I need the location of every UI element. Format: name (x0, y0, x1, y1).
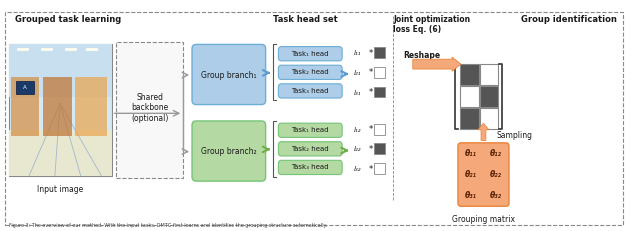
Text: Task₃ head: Task₃ head (292, 88, 329, 94)
Text: l₃₁: l₃₁ (354, 90, 362, 96)
FancyArrow shape (478, 123, 489, 141)
Text: Figure 3: The overview of our method. With the input tasks, DMTG first learns an: Figure 3: The overview of our method. Wi… (8, 223, 326, 228)
Text: Task₁ head: Task₁ head (292, 127, 329, 133)
Text: Reshape: Reshape (403, 51, 440, 60)
FancyBboxPatch shape (116, 42, 183, 178)
FancyBboxPatch shape (374, 124, 385, 135)
FancyBboxPatch shape (192, 44, 266, 105)
FancyBboxPatch shape (278, 65, 342, 79)
Text: 1: 1 (486, 70, 492, 79)
Text: *: * (369, 88, 373, 97)
Text: θ₃₂: θ₃₂ (490, 191, 502, 200)
FancyBboxPatch shape (374, 67, 385, 78)
Text: 0: 0 (486, 92, 492, 101)
Text: l₂₁: l₂₁ (354, 70, 362, 76)
FancyBboxPatch shape (374, 163, 385, 174)
FancyBboxPatch shape (374, 47, 385, 58)
Text: θ₂₁: θ₂₁ (465, 170, 477, 179)
FancyBboxPatch shape (479, 86, 498, 107)
Text: *: * (369, 125, 373, 134)
Text: Group branch₁: Group branch₁ (200, 70, 256, 79)
Text: *: * (369, 49, 373, 58)
Text: Task₂ head: Task₂ head (291, 146, 329, 152)
FancyBboxPatch shape (479, 64, 498, 85)
Text: Grouped task learning: Grouped task learning (15, 15, 122, 24)
Text: Group identification: Group identification (521, 15, 616, 24)
FancyBboxPatch shape (17, 81, 34, 94)
Text: Grouping matrix: Grouping matrix (452, 215, 515, 224)
FancyBboxPatch shape (8, 44, 111, 97)
Text: l₁₁: l₁₁ (354, 50, 362, 56)
FancyBboxPatch shape (278, 142, 342, 156)
Text: Shared
backbone
(optional): Shared backbone (optional) (131, 93, 168, 123)
FancyBboxPatch shape (460, 86, 479, 107)
FancyBboxPatch shape (278, 123, 342, 137)
Text: θ₁₁: θ₁₁ (465, 149, 477, 158)
Text: 1: 1 (377, 69, 381, 75)
Text: Task₁ head: Task₁ head (292, 51, 329, 57)
Text: 1: 1 (377, 166, 381, 172)
FancyBboxPatch shape (460, 108, 479, 129)
Text: *: * (369, 68, 373, 77)
Text: 0: 0 (377, 89, 381, 95)
FancyBboxPatch shape (374, 87, 385, 97)
FancyBboxPatch shape (12, 77, 39, 136)
Text: θ₃₁: θ₃₁ (465, 191, 477, 200)
Text: A: A (23, 85, 27, 90)
Text: θ₁₂: θ₁₂ (490, 149, 502, 158)
FancyBboxPatch shape (458, 143, 509, 206)
Text: Task₃ head: Task₃ head (292, 164, 329, 170)
Text: 0: 0 (466, 114, 472, 123)
Text: Input image: Input image (37, 185, 83, 195)
Text: Group branch₂: Group branch₂ (200, 147, 256, 156)
FancyBboxPatch shape (278, 47, 342, 61)
Text: Task head set: Task head set (273, 15, 338, 24)
Text: l₁₂: l₁₂ (354, 127, 362, 133)
Text: 0: 0 (377, 50, 381, 56)
FancyBboxPatch shape (192, 121, 266, 181)
FancyBboxPatch shape (460, 64, 479, 85)
FancyBboxPatch shape (76, 77, 107, 136)
Text: l₃₂: l₃₂ (354, 166, 362, 172)
Text: *: * (369, 145, 373, 154)
FancyBboxPatch shape (8, 44, 111, 176)
Text: 1: 1 (466, 92, 472, 101)
Text: Task₂ head: Task₂ head (291, 69, 329, 75)
FancyBboxPatch shape (278, 84, 342, 98)
Text: θ₂₂: θ₂₂ (490, 170, 502, 179)
FancyBboxPatch shape (374, 143, 385, 154)
Text: Sampling: Sampling (496, 131, 532, 140)
Text: Joint optimization
loss Eq. (6): Joint optimization loss Eq. (6) (393, 15, 470, 34)
Text: *: * (369, 164, 373, 173)
Text: l₂₂: l₂₂ (354, 146, 362, 152)
FancyArrow shape (413, 57, 461, 71)
FancyBboxPatch shape (278, 160, 342, 175)
Text: 1: 1 (377, 126, 381, 132)
Text: 0: 0 (466, 70, 472, 79)
FancyBboxPatch shape (8, 130, 111, 176)
Text: 1: 1 (486, 114, 492, 123)
FancyBboxPatch shape (43, 77, 72, 136)
Text: 0: 0 (377, 146, 381, 152)
FancyBboxPatch shape (479, 108, 498, 129)
